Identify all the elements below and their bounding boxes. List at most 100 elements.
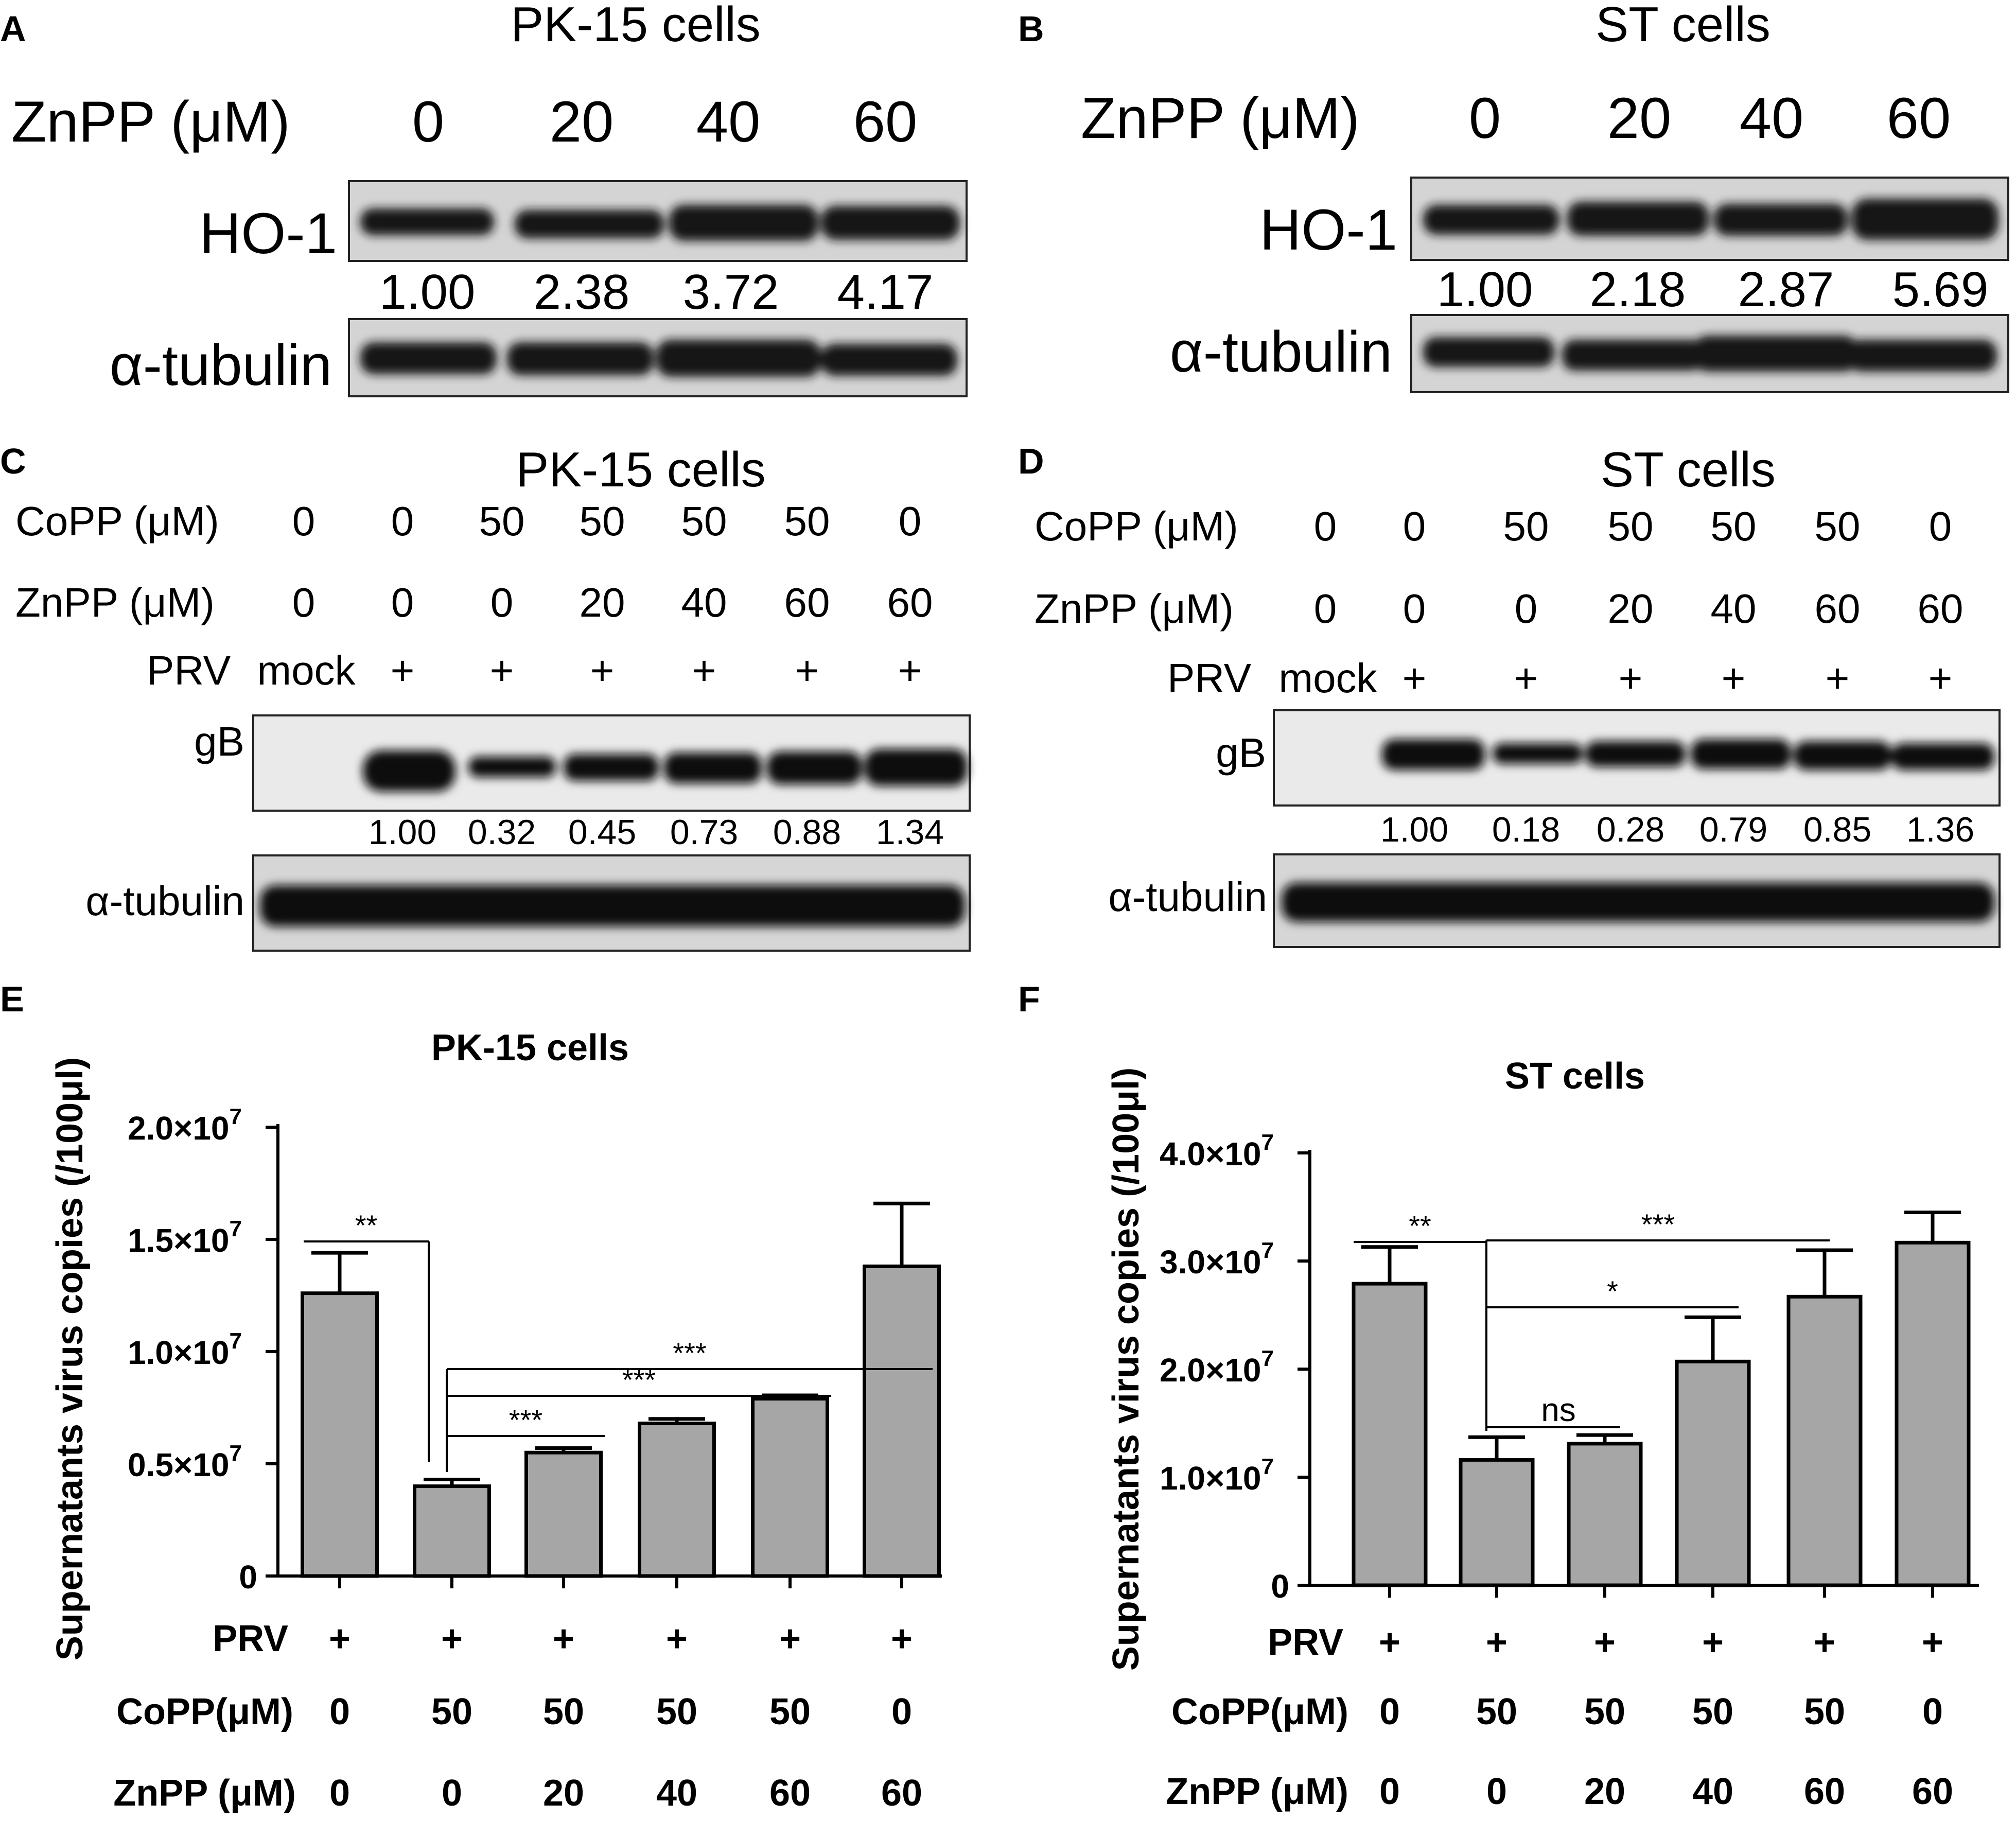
prv-value: + <box>590 647 615 693</box>
band <box>1585 741 1686 767</box>
band <box>1891 743 1994 770</box>
significance-label: * <box>1607 1275 1618 1307</box>
gb-quant: 1.36 <box>1906 810 1974 849</box>
copp-row-value: 50 <box>656 1691 697 1732</box>
gb-quant: 0.45 <box>568 813 636 852</box>
prv-value: + <box>391 647 415 693</box>
panel-a-quant: 2.38 <box>534 265 630 320</box>
prv-row-value: + <box>441 1618 463 1659</box>
blot-bands <box>360 205 960 241</box>
band <box>1691 739 1791 769</box>
znpp-value: 0 <box>292 580 315 625</box>
blot-bands <box>1423 199 1999 240</box>
significance-label: ** <box>1409 1210 1431 1242</box>
band <box>564 754 659 781</box>
znpp-row-value: 20 <box>543 1773 584 1814</box>
panel-b-protein-label: HO-1 <box>1259 198 1397 262</box>
panel-a-protein-label: HO-1 <box>199 201 337 266</box>
gb-quant: 0.79 <box>1699 810 1767 849</box>
band <box>1848 340 1997 372</box>
panel-f: F ST cells Supernatants virus copies (/1… <box>1018 979 1979 1812</box>
band <box>1714 204 1848 236</box>
gb-quant: 0.88 <box>773 813 841 852</box>
copp-value: 50 <box>1503 503 1549 549</box>
band <box>468 757 556 777</box>
gb-quant: 1.00 <box>369 813 436 852</box>
chart-f-title: ST cells <box>1505 1056 1645 1097</box>
gb-quant: 0.32 <box>468 813 536 852</box>
copp-value: 0 <box>391 498 414 544</box>
copp-value: 50 <box>479 498 525 544</box>
copp-value: 50 <box>1608 503 1654 549</box>
bar <box>638 1422 716 1578</box>
panel-d-quant-row: 1.00 0.18 0.28 0.79 0.85 1.36 <box>1380 810 1974 849</box>
copp-row-value: 50 <box>1476 1691 1517 1732</box>
znpp-value: 60 <box>1815 586 1861 632</box>
znpp-row-value: 40 <box>656 1773 697 1814</box>
prv-row-value: + <box>891 1618 913 1659</box>
panel-a-title: PK-15 cells <box>511 0 761 52</box>
prv-value: + <box>1514 655 1538 701</box>
prv-row-value: + <box>1814 1622 1835 1663</box>
znpp-value: 0 <box>1403 586 1426 632</box>
band <box>507 342 654 375</box>
significance-label: ns <box>1541 1391 1576 1428</box>
y-tick-label: 1.0×107 <box>1160 1454 1274 1497</box>
panel-letter-b: B <box>1018 9 1044 49</box>
panel-c-copp-label: CoPP (μM) <box>15 498 219 544</box>
prv-row-label: PRV <box>213 1618 288 1659</box>
band <box>1693 336 1858 372</box>
panel-letter-e: E <box>0 979 24 1019</box>
band <box>1282 883 1994 922</box>
band <box>664 752 762 783</box>
gb-quant: 0.18 <box>1492 810 1560 849</box>
y-tick-label: 4.0×107 <box>1160 1130 1274 1172</box>
panel-c-loading-label: α-tubulin <box>85 878 244 924</box>
panel-d-columns: 0 0 50 50 50 50 0 0 0 0 20 40 60 60 mock + + + + + + <box>1278 503 1963 701</box>
bar <box>1786 1294 1863 1587</box>
znpp-row-value: 20 <box>1584 1771 1625 1812</box>
panel-letter-d: D <box>1018 441 1044 481</box>
znpp-row-label: ZnPP (μM) <box>1166 1771 1348 1812</box>
panel-e: E PK-15 cells Supernatants virus copies … <box>0 979 942 1814</box>
band <box>363 750 455 792</box>
prv-row-value: + <box>553 1618 574 1659</box>
blot-bands <box>1282 883 1994 922</box>
chart-e-title: PK-15 cells <box>431 1027 629 1069</box>
panel-b-znpp-value: 0 <box>1469 86 1501 150</box>
prv-value: + <box>490 647 514 693</box>
y-tick-label: 0 <box>239 1559 257 1596</box>
copp-row-value: 0 <box>1922 1691 1943 1732</box>
znpp-row-value: 60 <box>881 1773 922 1814</box>
bar <box>301 1291 379 1578</box>
significance-label: *** <box>1641 1208 1675 1240</box>
panel-a: A PK-15 cells ZnPP (μM) 0 20 40 60 HO-1 … <box>0 0 968 397</box>
chart-f-ylabel: Supernatants virus copies (/100μl) <box>1106 1067 1147 1671</box>
chart-e-ylabel: Supernatants virus copies (/100μl) <box>49 1057 91 1660</box>
bar <box>863 1264 941 1578</box>
panel-b-znpp-value: 20 <box>1607 86 1672 150</box>
band <box>1493 743 1583 764</box>
blot-bands <box>363 749 968 792</box>
blot-bands <box>360 340 957 377</box>
copp-row-value: 0 <box>1379 1691 1400 1732</box>
panel-c-quant-row: 1.00 0.32 0.45 0.73 0.88 1.34 <box>369 813 944 852</box>
znpp-row-value: 0 <box>1379 1771 1400 1812</box>
znpp-value: 60 <box>887 580 933 625</box>
copp-row-value: 50 <box>431 1691 472 1732</box>
y-tick-label: 2.0×107 <box>128 1104 242 1147</box>
gb-quant: 1.00 <box>1380 810 1448 849</box>
bar <box>1675 1359 1751 1587</box>
copp-value: 50 <box>681 498 727 544</box>
panel-a-znpp-value: 20 <box>550 90 614 154</box>
bar <box>1352 1282 1428 1587</box>
copp-row-label: CoPP(μM) <box>1171 1691 1348 1732</box>
copp-row-label: CoPP(μM) <box>116 1691 293 1732</box>
band <box>360 208 494 235</box>
band <box>1423 337 1554 367</box>
znpp-value: 0 <box>490 580 514 625</box>
copp-row-value: 50 <box>543 1691 584 1732</box>
